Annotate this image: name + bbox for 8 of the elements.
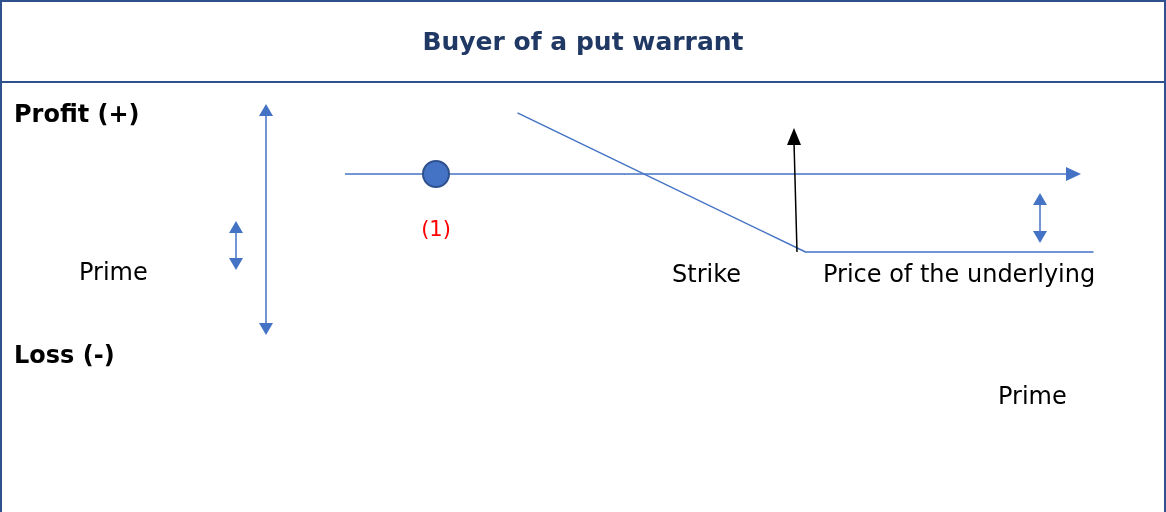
annotation: (1) xyxy=(421,217,451,241)
text: Prime xyxy=(998,382,1067,410)
text: Prime xyxy=(79,258,148,286)
text: Profit (+) xyxy=(14,100,140,128)
text: Loss (-) xyxy=(14,341,115,369)
chart-title: Buyer of a put warrant xyxy=(422,27,744,56)
text: Price of the underlying xyxy=(823,260,1096,288)
text: Strike xyxy=(672,260,741,288)
